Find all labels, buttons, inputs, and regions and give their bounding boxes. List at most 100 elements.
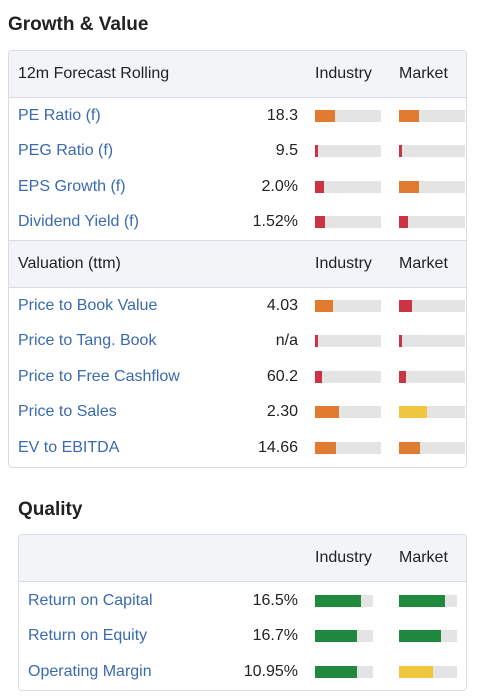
industry-bar-fill	[315, 145, 318, 158]
metric-value: n/a	[275, 332, 298, 350]
metric-label-link[interactable]: Operating Margin	[28, 662, 152, 680]
industry-bar	[315, 299, 381, 312]
industry-bar-fill	[315, 630, 357, 643]
metric-row: Price to Free Cashflow 60.2	[9, 359, 466, 395]
market-bar-fill	[399, 630, 441, 643]
metric-value: 14.66	[257, 438, 298, 456]
metric-row: Return on Equity 16.7%	[19, 619, 466, 655]
industry-bar-fill	[315, 665, 358, 678]
market-bar-fill	[399, 109, 419, 122]
quality-card: Industry Market Return on Capital 16.5% Re…	[18, 534, 467, 691]
market-bar	[399, 180, 465, 193]
industry-bar-fill	[315, 180, 325, 193]
metric-value: 2.30	[266, 403, 298, 421]
market-bar	[399, 594, 457, 607]
quality-col-market: Market	[399, 549, 448, 566]
market-bar-fill	[399, 335, 402, 348]
market-bar	[399, 109, 465, 122]
metric-label-link[interactable]: Price to Book Value	[18, 296, 158, 314]
metric-value: 1.52%	[252, 213, 298, 231]
metric-row: PE Ratio (f) 18.3	[9, 98, 466, 134]
metric-label-link[interactable]: Price to Free Cashflow	[18, 367, 180, 385]
market-bar-fill	[399, 180, 419, 193]
market-bar-fill	[399, 441, 421, 454]
industry-bar-fill	[315, 335, 318, 348]
industry-bar	[315, 665, 373, 678]
market-bar	[399, 335, 465, 348]
industry-bar	[315, 630, 373, 643]
metric-label-link[interactable]: Price to Sales	[18, 403, 117, 421]
forecast-header-row: 12m Forecast Rolling Industry Market	[9, 51, 466, 98]
forecast-header-label: 12m Forecast Rolling	[18, 65, 170, 82]
industry-bar	[315, 406, 381, 419]
metric-label-link[interactable]: Return on Capital	[28, 591, 153, 609]
industry-bar	[315, 216, 381, 229]
metric-value: 9.5	[275, 142, 298, 160]
metric-row: Price to Tang. Book n/a	[9, 324, 466, 360]
market-bar-fill	[399, 145, 402, 158]
market-bar	[399, 370, 465, 383]
industry-bar-fill	[315, 299, 334, 312]
industry-bar-fill	[315, 109, 335, 122]
metric-row: Price to Book Value 4.03	[9, 288, 466, 324]
metric-value: 4.03	[266, 296, 298, 314]
industry-bar	[315, 335, 381, 348]
market-bar	[399, 665, 457, 678]
industry-bar-fill	[315, 406, 339, 419]
metric-label-link[interactable]: PEG Ratio (f)	[18, 142, 114, 160]
valuation-header-label: Valuation (ttm)	[18, 255, 121, 272]
metric-value: 16.5%	[252, 591, 298, 609]
market-bar	[399, 145, 465, 158]
metric-value: 18.3	[266, 106, 298, 124]
quality-col-industry: Industry	[315, 549, 372, 566]
metric-value: 2.0%	[261, 177, 298, 195]
valuation-rows: Price to Book Value 4.03 Price to Tang. Bo…	[9, 288, 466, 466]
metric-row: Operating Margin 10.95%	[19, 654, 466, 690]
metric-value: 16.7%	[252, 627, 298, 645]
forecast-col-industry: Industry	[315, 65, 372, 82]
market-bar	[399, 441, 465, 454]
metric-label-link[interactable]: Price to Tang. Book	[18, 332, 157, 350]
forecast-col-market: Market	[399, 65, 448, 82]
valuation-col-market: Market	[399, 255, 448, 272]
metric-label-link[interactable]: PE Ratio (f)	[18, 106, 101, 124]
market-bar-fill	[399, 370, 406, 383]
metric-label-link[interactable]: EV to EBITDA	[18, 438, 120, 456]
industry-bar	[315, 370, 381, 383]
metric-row: EPS Growth (f) 2.0%	[9, 169, 466, 205]
industry-bar-fill	[315, 441, 337, 454]
market-bar-fill	[399, 594, 446, 607]
quality-title: Quality	[18, 499, 83, 520]
metric-row: PEG Ratio (f) 9.5	[9, 134, 466, 170]
growth-value-card: 12m Forecast Rolling Industry Market PE …	[8, 50, 467, 468]
metric-label-link[interactable]: Dividend Yield (f)	[18, 213, 139, 231]
industry-bar	[315, 594, 373, 607]
industry-bar	[315, 180, 381, 193]
industry-bar	[315, 145, 381, 158]
industry-bar-fill	[315, 216, 325, 229]
quality-rows: Return on Capital 16.5% Return on Equity 16…	[19, 582, 466, 690]
metric-row: Price to Sales 2.30	[9, 395, 466, 431]
growth-value-title: Growth & Value	[8, 14, 149, 35]
metric-row: Dividend Yield (f) 1.52%	[9, 205, 466, 241]
industry-bar	[315, 109, 381, 122]
market-bar-fill	[399, 665, 433, 678]
market-bar	[399, 216, 465, 229]
valuation-col-industry: Industry	[315, 255, 372, 272]
market-bar-fill	[399, 299, 413, 312]
metric-row: EV to EBITDA 14.66	[9, 430, 466, 466]
metric-row: Return on Capital 16.5%	[19, 583, 466, 619]
industry-bar-fill	[315, 370, 322, 383]
metric-label-link[interactable]: Return on Equity	[28, 627, 148, 645]
metric-value: 10.95%	[243, 662, 298, 680]
valuation-header-row: Valuation (ttm) Industry Market	[9, 240, 466, 288]
market-bar-fill	[399, 406, 427, 419]
industry-bar	[315, 441, 381, 454]
market-bar	[399, 406, 465, 419]
quality-header-row: Industry Market	[19, 535, 466, 582]
industry-bar-fill	[315, 594, 362, 607]
metric-value: 60.2	[266, 367, 298, 385]
forecast-rows: PE Ratio (f) 18.3 PEG Ratio (f) 9.5 EPS Grow…	[9, 98, 466, 240]
market-bar	[399, 630, 457, 643]
metric-label-link[interactable]: EPS Growth (f)	[18, 177, 126, 195]
